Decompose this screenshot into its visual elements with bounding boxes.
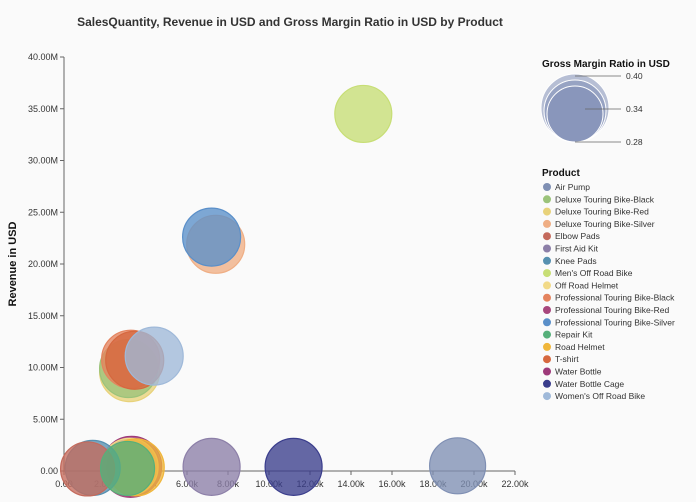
legend-swatch	[543, 207, 551, 216]
bubble-water-bottle-cage	[264, 437, 323, 496]
legend-label: Knee Pads	[555, 256, 597, 266]
x-tick-label: 14.00k	[337, 479, 365, 489]
legend-label: Air Pump	[555, 182, 590, 192]
legend-label: Professional Touring Bike-Red	[555, 305, 669, 315]
x-tick-label: 16.00k	[378, 479, 406, 489]
x-tick-label: 0.00	[55, 479, 73, 489]
legend-swatch	[543, 281, 551, 290]
legend-swatch	[543, 342, 551, 351]
legend-label: Deluxe Touring Bike-Red	[555, 207, 649, 217]
product-legend: Product Air Pump Deluxe Touring Bike-Blac…	[542, 168, 675, 401]
legend-swatch	[543, 355, 551, 364]
legend-swatch	[543, 367, 551, 376]
x-tick-label: 18.00k	[419, 479, 447, 489]
size-legend-label: 0.34	[626, 104, 643, 114]
legend-swatch	[543, 256, 551, 265]
legend-swatch	[543, 232, 551, 241]
bubble-men-s-off-road-bike	[334, 84, 393, 144]
x-tick-label: 22.00k	[501, 479, 529, 489]
x-tick-label: 10.00k	[255, 479, 283, 489]
legend-label: Off Road Helmet	[555, 280, 619, 290]
legend-label: Elbow Pads	[555, 231, 600, 241]
y-tick-label: 35.00M	[28, 104, 58, 114]
legend-swatch	[543, 306, 551, 314]
legend-label: Deluxe Touring Bike-Silver	[555, 219, 655, 229]
legend-label: Repair Kit	[555, 330, 593, 340]
size-legend-circle	[546, 85, 604, 143]
legend-swatch	[543, 183, 551, 191]
y-tick-label: 15.00M	[28, 311, 58, 321]
size-legend-title: Gross Margin Ratio in USD	[542, 59, 670, 70]
legend-swatch	[543, 219, 551, 228]
x-tick-label: 6.00k	[176, 479, 199, 489]
legend-swatch	[543, 293, 551, 302]
legend-label: T-shirt	[555, 354, 579, 364]
y-tick-label: 10.00M	[28, 363, 58, 373]
legend-swatch	[543, 269, 551, 278]
y-tick-label: 20.00M	[28, 259, 58, 269]
bubble-professional-touring-bike-silver	[182, 207, 242, 267]
plot-area: 0.00 5.00M 10.00M 15.00M 20.00M 25.00M 30.00M 3…	[28, 52, 529, 489]
y-tick-label: 40.00M	[28, 52, 58, 62]
legend-swatch	[543, 318, 551, 327]
legend-swatch	[543, 392, 551, 401]
bubble-air-pump	[429, 437, 487, 495]
legend-swatch	[543, 244, 551, 253]
y-axis-label: Revenue in USD	[7, 221, 19, 306]
legend-swatch	[543, 379, 551, 388]
legend-label: Professional Touring Bike-Silver	[555, 317, 675, 327]
legend-title: Product	[542, 168, 580, 179]
y-tick-label: 25.00M	[28, 207, 58, 217]
legend-label: First Aid Kit	[555, 244, 599, 254]
y-tick-label: 5.00M	[33, 414, 58, 424]
size-legend-label: 0.28	[626, 137, 643, 147]
legend-swatch	[543, 195, 551, 204]
bubble-women-s-off-road-bike	[124, 326, 184, 386]
legend-swatch	[543, 330, 551, 339]
legend-label: Professional Touring Bike-Black	[555, 293, 675, 303]
bubbles	[59, 84, 487, 498]
y-tick-label: 30.00M	[28, 156, 58, 166]
y-tick-label: 0.00	[40, 466, 58, 476]
bubble-repair-kit	[99, 440, 156, 497]
bubble-first-aid-kit	[182, 437, 241, 496]
legend-label: Road Helmet	[555, 342, 605, 352]
legend-label: Men's Off Road Bike	[555, 268, 633, 278]
legend-label: Water Bottle	[555, 367, 602, 377]
legend-label: Deluxe Touring Bike-Black	[555, 194, 655, 204]
size-legend: Gross Margin Ratio in USD 0.40 0.34 0.28	[540, 59, 670, 147]
size-legend-label: 0.40	[626, 71, 643, 81]
legend-label: Water Bottle Cage	[555, 379, 624, 389]
chart-title: SalesQuantity, Revenue in USD and Gross …	[77, 15, 503, 29]
plot-background	[64, 57, 515, 471]
legend-label: Women's Off Road Bike	[555, 391, 645, 401]
